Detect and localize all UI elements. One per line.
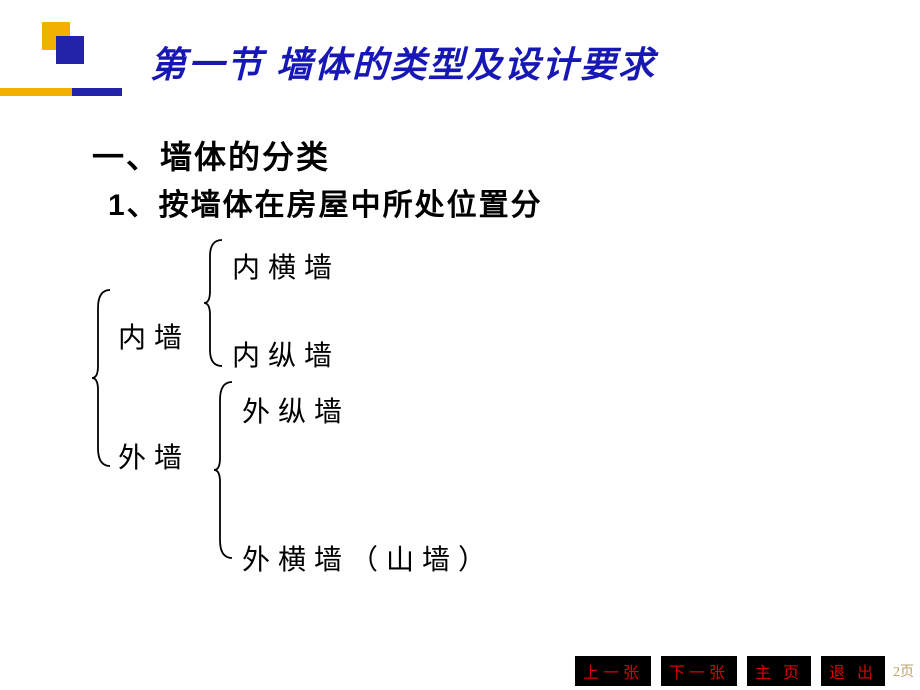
heading-level-2: 1、按墙体在房屋中所处位置分: [108, 180, 543, 224]
underline-blue: [72, 88, 122, 96]
next-button[interactable]: 下一张: [661, 656, 737, 686]
brace-outer: [212, 380, 236, 560]
tree-node-outer-wall: 外墙: [118, 436, 190, 476]
tree-node-inner-vertical: 内纵墙: [232, 334, 340, 374]
tree-node-outer-horizontal: 外横墙（山墙）: [242, 538, 494, 578]
corner-decoration: [42, 22, 92, 72]
tree-node-outer-vertical: 外纵墙: [242, 390, 350, 430]
page-number: 2页: [893, 661, 914, 681]
slide-title: 第一节 墙体的类型及设计要求: [150, 36, 656, 88]
heading-level-1: 一、墙体的分类: [92, 132, 330, 178]
brace-level1: [90, 288, 114, 468]
home-button[interactable]: 主 页: [747, 656, 811, 686]
prev-button[interactable]: 上一张: [575, 656, 651, 686]
title-underline: [0, 88, 122, 96]
corner-square-blue: [56, 36, 84, 64]
exit-button[interactable]: 退 出: [821, 656, 885, 686]
brace-inner: [202, 238, 226, 368]
classification-tree: 内墙 外墙 内横墙 内纵墙 外纵墙 外横墙（山墙）: [90, 238, 690, 578]
underline-yellow: [0, 88, 72, 96]
tree-node-inner-horizontal: 内横墙: [232, 246, 340, 286]
nav-bar: 上一张 下一张 主 页 退 出 2页: [575, 656, 914, 686]
tree-node-inner-wall: 内墙: [118, 316, 190, 356]
